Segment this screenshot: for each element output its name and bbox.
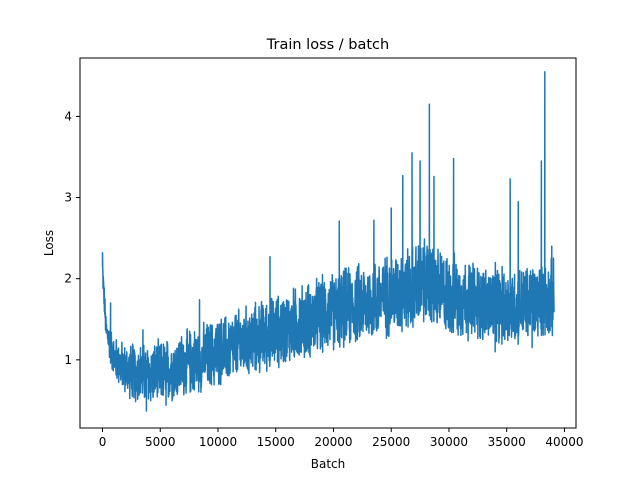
- series-layer: [101, 71, 555, 412]
- y-tick-label: 3: [64, 191, 72, 205]
- x-tick-label: 30000: [430, 435, 468, 449]
- y-axis-ticks: 1 2 3 4: [64, 109, 80, 367]
- chart-title: Train loss / batch: [266, 37, 389, 53]
- x-axis-ticks: 0 5000 10000 15000 20000 25000 30000 35000 40000: [99, 428, 584, 449]
- plot-frame: [79, 57, 577, 429]
- x-axis-label: Batch: [311, 457, 346, 471]
- x-tick-label: 15000: [257, 435, 295, 449]
- y-axis-label: Loss: [42, 230, 56, 256]
- x-tick-label: 5000: [145, 435, 176, 449]
- y-tick-label: 2: [64, 272, 72, 286]
- x-tick-label: 20000: [314, 435, 352, 449]
- y-tick-label: 4: [64, 109, 72, 123]
- x-tick-label: 25000: [372, 435, 410, 449]
- x-tick-label: 10000: [199, 435, 237, 449]
- loss-series-line: [101, 71, 555, 412]
- x-tick-label: 35000: [488, 435, 526, 449]
- x-tick-label: 0: [99, 435, 107, 449]
- y-tick-label: 1: [64, 353, 72, 367]
- x-tick-label: 40000: [545, 435, 583, 449]
